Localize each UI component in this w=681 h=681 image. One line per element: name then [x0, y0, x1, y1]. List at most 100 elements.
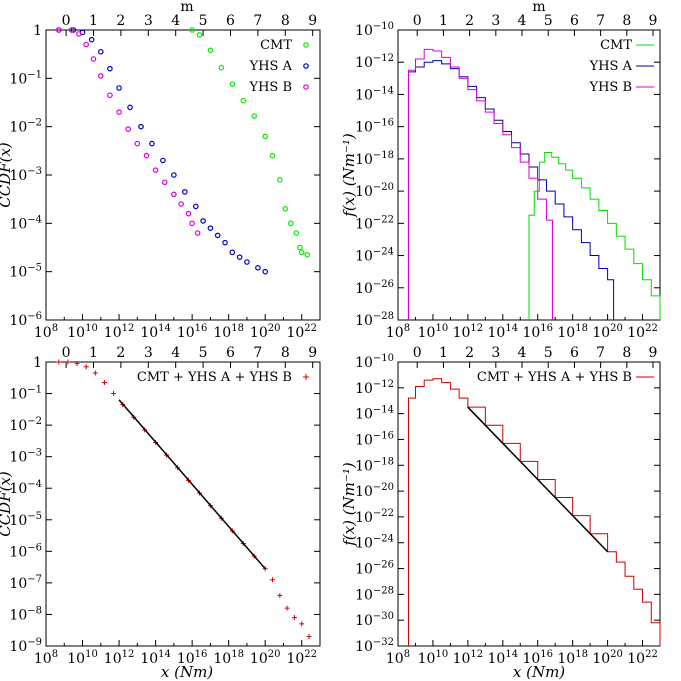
series-cmt: [189, 27, 311, 258]
data-point: [262, 133, 269, 140]
series-fit-line: [118, 399, 266, 570]
x-tick-label: 1012: [453, 649, 484, 667]
y-tick-label: 10−28: [355, 311, 394, 329]
x-tick-label: 1022: [286, 323, 317, 341]
data-point: [277, 177, 283, 183]
x-tick-label: 1010: [67, 649, 98, 667]
data-point: [192, 203, 199, 210]
data-point: [160, 157, 166, 164]
y-tick-label: 10−9: [9, 637, 42, 655]
x-tick-label: 1014: [488, 649, 519, 667]
x-tick-label: 1014: [140, 649, 171, 667]
data-point: [185, 210, 192, 217]
data-point: [255, 264, 261, 271]
top-tick-label: 3: [144, 13, 153, 29]
data-point: [76, 31, 82, 37]
series-yhs-b: [55, 27, 201, 236]
x-tick-label: 1012: [104, 323, 135, 341]
legend-swatch: [303, 63, 309, 69]
y-tick-label: 10−22: [355, 508, 394, 526]
panel-pdf-combined: 108 1010 1012 1014 1016 1018 1020 1022 0 1 2 3 4 5 6 7 8…: [340, 345, 661, 667]
legend-label: YHS A: [589, 59, 633, 74]
top-tick-label: 0: [62, 13, 71, 29]
x-tick-label: 1020: [592, 649, 623, 667]
data-point: [65, 359, 71, 365]
top-tick-label: 6: [226, 345, 235, 361]
data-point: [298, 249, 305, 256]
x-tick-label: 1014: [488, 323, 519, 341]
top-tick-label: 4: [518, 345, 527, 361]
top-tick-label: 2: [116, 345, 125, 361]
legend-label: CMT: [260, 38, 292, 53]
data-point: [90, 56, 97, 62]
top-tick-label: 4: [171, 13, 180, 29]
y-tick-label: 10−18: [355, 150, 394, 168]
legend-swatch: [303, 84, 309, 90]
x-axis-label-left: x (Nm): [161, 663, 213, 681]
top-axis-label-right: m: [532, 0, 545, 15]
data-point: [56, 359, 62, 365]
data-point: [236, 254, 243, 260]
data-point: [134, 140, 141, 147]
series-line: [528, 151, 661, 320]
x-tick-label: 1010: [418, 649, 449, 667]
x-tick-label: 1016: [522, 649, 553, 667]
data-point: [229, 249, 236, 256]
data-point: [194, 230, 201, 236]
data-point: [207, 225, 214, 231]
data-point: [101, 380, 107, 386]
x-tick-label: 1018: [557, 323, 588, 341]
x-tick-label: 1016: [177, 323, 208, 341]
data-point: [149, 140, 155, 147]
data-point: [262, 566, 268, 572]
data-point: [116, 85, 122, 91]
y-tick-label: 10−32: [355, 637, 394, 655]
y-tick-label: 10−24: [355, 247, 394, 265]
data-point: [297, 244, 303, 251]
y-axis-label: f(x) (Nm⁻¹): [340, 462, 358, 547]
data-point: [125, 126, 132, 132]
series-yhs-b: [407, 48, 553, 320]
data-point: [171, 191, 177, 198]
data-point: [262, 268, 269, 275]
x-tick-label: 1018: [557, 649, 588, 667]
y-tick-label: 10−4: [9, 214, 42, 232]
data-point: [291, 615, 297, 621]
series-fit-line: [467, 406, 609, 553]
top-tick-label: 1: [89, 13, 98, 29]
panel-pdf-by-catalog: 108 1010 1012 1014 1016 1018 1020 1022 0 1 2 3 4 5 6 7 8…: [340, 13, 661, 341]
top-tick-label: 4: [518, 13, 527, 29]
data-point: [70, 27, 77, 33]
y-tick-label: 10−30: [355, 611, 394, 629]
y-tick-label: 10−12: [355, 379, 394, 397]
x-tick-label: 1012: [453, 323, 484, 341]
data-point: [107, 92, 113, 99]
top-tick-label: 5: [544, 13, 553, 29]
data-point: [98, 73, 104, 79]
y-tick-label: 10−20: [355, 482, 394, 500]
top-tick-label: 2: [465, 13, 474, 29]
x-tick-label: 1016: [177, 649, 208, 667]
x-tick-label: 1010: [418, 323, 449, 341]
y-tick-label: 10−24: [355, 534, 394, 552]
legend-label: YHS A: [249, 59, 293, 74]
x-tick-label: 1018: [213, 649, 244, 667]
data-point: [161, 179, 168, 186]
series-line: [467, 406, 609, 553]
top-tick-label: 5: [199, 13, 208, 29]
data-point: [229, 81, 236, 87]
data-point: [92, 370, 98, 376]
data-point: [143, 152, 150, 159]
y-tick-label: 10−7: [9, 574, 42, 592]
series-yhs-a: [55, 27, 269, 275]
x-tick-label: 1022: [627, 649, 658, 667]
data-point: [88, 36, 95, 43]
y-tick-label: 10−6: [9, 311, 42, 329]
data-point: [222, 239, 228, 246]
plot-frame: [397, 361, 661, 647]
data-point: [299, 621, 305, 627]
y-tick-label: 10−26: [355, 279, 394, 297]
top-tick-label: 3: [144, 345, 153, 361]
data-point: [200, 218, 206, 224]
